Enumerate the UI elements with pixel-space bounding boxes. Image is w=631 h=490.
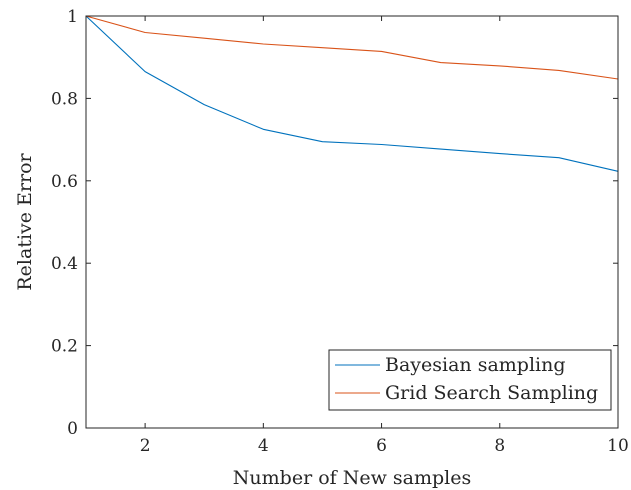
x-tick-label: 8: [494, 436, 505, 456]
legend-label-1: Bayesian sampling: [385, 354, 566, 376]
y-tick-label: 0.6: [51, 172, 78, 192]
y-axis-label: Relative Error: [14, 152, 36, 290]
x-tick-label: 6: [376, 436, 387, 456]
legend-items: Bayesian sampling Grid Search Sampling: [335, 354, 598, 404]
y-tick-label: 0: [67, 419, 78, 439]
y-tick-label: 1: [67, 7, 78, 27]
series-line-1: [85, 15, 619, 172]
series-layer: [85, 15, 619, 172]
legend-label-2: Grid Search Sampling: [385, 382, 598, 404]
legend-box: [328, 349, 612, 411]
y-tick-label: 0.2: [51, 337, 78, 357]
legend: Bayesian sampling Grid Search Sampling: [328, 349, 612, 411]
y-tick-label: 0.8: [51, 89, 78, 109]
series-line-2: [85, 15, 619, 80]
x-tick-label: 2: [140, 436, 151, 456]
x-tick-label: 10: [607, 436, 629, 456]
y-axis-ticks: 0 0.2 0.4 0.6 0.8 1: [51, 7, 618, 439]
x-axis-label: Number of New samples: [233, 467, 471, 489]
x-tick-label: 4: [258, 436, 269, 456]
plot-area-frame: [85, 15, 619, 429]
y-tick-label: 0.4: [51, 254, 78, 274]
